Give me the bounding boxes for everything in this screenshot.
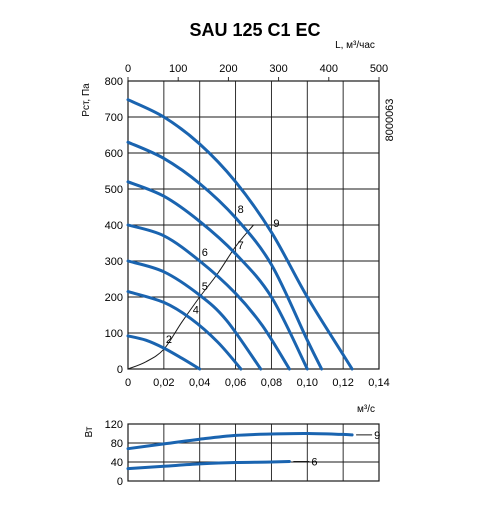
pressure-chart-ticks: 0 0,02 0,04 0,06 0,08 0,10 0,12 0,14 0 100 200 300 4… [105, 63, 390, 389]
power-y-tick-label: 0 [117, 476, 123, 488]
curve-label-9: 9 [273, 218, 279, 230]
y-tick-label: 600 [105, 148, 123, 160]
curve-label-4: 4 [193, 305, 199, 317]
x2-axis-label: L, м³/час [335, 40, 375, 51]
power-y-axis-label: Вт [84, 426, 95, 437]
x-tick-label: 0,10 [297, 377, 318, 389]
power-curve-label-6: 6 [311, 457, 317, 469]
x-axis-label: м³/с [357, 404, 375, 415]
chart-title: SAU 125 C1 EC [189, 20, 320, 40]
x-tick-label: 0 [125, 377, 131, 389]
pressure-curve-4 [126, 290, 243, 371]
x-tick-label: 0,06 [225, 377, 246, 389]
curve-label-6: 6 [202, 247, 208, 259]
x2-tick-label: 100 [169, 63, 187, 75]
power-chart-grid [127, 423, 380, 482]
x-tick-label: 0,08 [261, 377, 282, 389]
pressure-curves: 2 45 6 7 8 9 [126, 98, 354, 371]
y-tick-label: 300 [105, 256, 123, 268]
power-curve-6 [126, 460, 291, 471]
y-axis-label: Pст, Па [81, 83, 92, 117]
x-tick-label: 0,14 [368, 377, 389, 389]
pressure-curve-6 [126, 223, 291, 371]
x2-tick-label: 0 [125, 63, 131, 75]
x-tick-label: 0,02 [153, 377, 174, 389]
power-y-tick-label: 120 [105, 419, 123, 431]
y-tick-label: 0 [117, 364, 123, 376]
curve-label-5: 5 [202, 281, 208, 293]
power-curve-label-9: 9 [374, 430, 380, 442]
power-y-tick-label: 40 [111, 457, 123, 469]
curve-label-7: 7 [238, 240, 244, 252]
system-resistance-curve [127, 224, 254, 370]
pressure-curve-2 [126, 334, 202, 371]
power-y-tick-label: 80 [111, 438, 123, 450]
pressure-chart-grid [127, 77, 380, 370]
pressure-chart: 0 0,02 0,04 0,06 0,08 0,10 0,12 0,14 0 100 200 300 4… [81, 40, 390, 415]
curve-label-2: 2 [166, 334, 172, 346]
curve-label-8: 8 [238, 204, 244, 216]
product-code: 8000063 [384, 99, 396, 142]
power-chart-frame [127, 423, 380, 482]
x2-tick-label: 300 [269, 63, 287, 75]
x2-tick-label: 400 [320, 63, 338, 75]
pressure-curve-8 [126, 140, 324, 371]
power-curve-9 [126, 431, 354, 451]
y-tick-label: 800 [105, 76, 123, 88]
power-chart-ticks: 0 40 80 120 [105, 419, 123, 488]
x-tick-label: 0,04 [189, 377, 210, 389]
y-tick-label: 200 [105, 292, 123, 304]
y-tick-label: 700 [105, 112, 123, 124]
pressure-curve-9 [126, 98, 354, 371]
y-tick-label: 500 [105, 184, 123, 196]
y-tick-label: 400 [105, 220, 123, 232]
power-curves: 96 [126, 430, 380, 471]
y-tick-label: 100 [105, 328, 123, 340]
x2-tick-label: 200 [219, 63, 237, 75]
pressure-curve-7 [126, 180, 309, 371]
x2-tick-label: 500 [370, 63, 388, 75]
x-tick-label: 0,12 [332, 377, 353, 389]
pressure-curve-5 [126, 259, 263, 371]
